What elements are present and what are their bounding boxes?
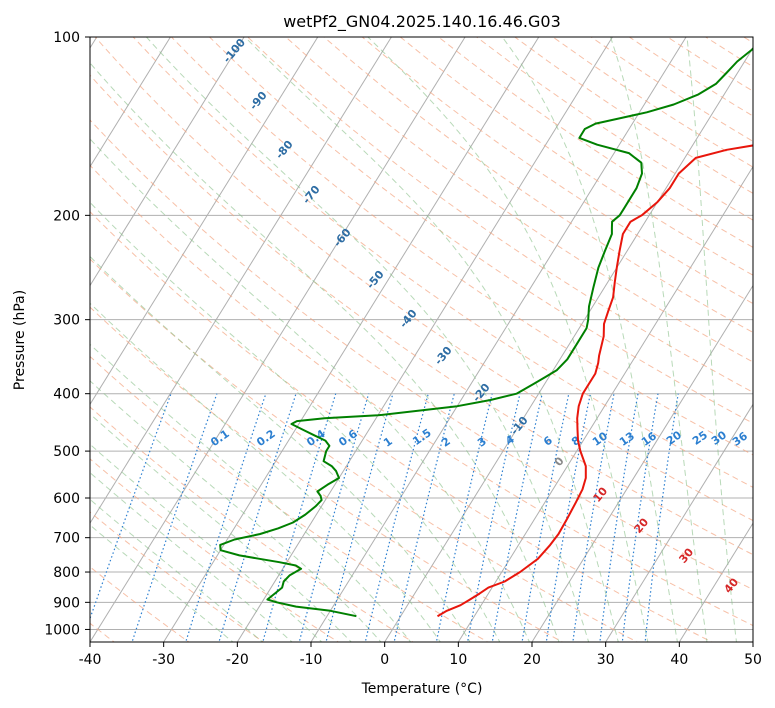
isotherm-line (90, 37, 393, 525)
chart-title: wetPf2_GN04.2025.140.16.46.G03 (283, 12, 561, 32)
plot-area: 0.1 0.2 0.4 0.6 1 1.5 2 3 4 6 8 10 13 16 20 25 30 36-100-… (90, 37, 753, 642)
plot-frame (89, 36, 754, 643)
dry-adiabat-line (90, 306, 564, 642)
moist-adiabat-line (686, 37, 738, 642)
moist-adiabat-line (90, 201, 501, 642)
x-tick-label: 0 (380, 652, 389, 668)
mixing-ratio-line (435, 393, 493, 642)
x-tick-label: 10 (449, 652, 467, 668)
isotherm-line (531, 284, 753, 642)
dry-adiabat-line (90, 566, 190, 642)
isotherm-line (163, 37, 540, 642)
y-tick-label: 600 (53, 491, 80, 507)
moist-adiabat-line (367, 37, 649, 642)
skewed-isotherms (90, 37, 753, 642)
dry-adiabat-line (90, 258, 639, 642)
y-tick-label: 800 (53, 565, 80, 581)
moist-adiabat-line (90, 343, 412, 642)
x-tick-label: -30 (152, 652, 175, 668)
dry-adiabat-line (90, 458, 340, 642)
x-axis: -40 -30 -20 -10 0 10 20 30 40 50 (79, 642, 762, 668)
mixing-ratio-lines (90, 393, 679, 642)
moist-adiabat-line (90, 302, 442, 642)
mixing-ratio-line (491, 393, 543, 642)
y-tick-label: 900 (53, 595, 80, 611)
isotherm-line (605, 403, 753, 642)
dry-adiabat-line (90, 355, 489, 642)
x-tick-label: 20 (523, 652, 541, 668)
isotherm-line (678, 522, 753, 642)
dry-adiabat-line (90, 119, 753, 591)
y-tick-label: 400 (53, 387, 80, 403)
dry-adiabat-line (90, 211, 713, 642)
mixing-ratio-line (572, 393, 615, 642)
temperature-profile-line (436, 144, 753, 618)
mixing-ratio-line (262, 393, 337, 642)
mixing-ratio-line (185, 393, 267, 642)
moist-adiabat-line (501, 37, 678, 642)
dry-adiabat-line (209, 37, 753, 424)
isotherm-line (236, 37, 614, 642)
mixing-ratio-line (131, 393, 218, 642)
dewpoint-profile-line (219, 47, 753, 618)
x-tick-label: -20 (226, 652, 249, 668)
mixing-ratio-line (545, 393, 591, 642)
moist-adiabat-line (90, 413, 353, 642)
y-tick-label: 300 (53, 313, 80, 329)
x-axis-title: Temperature (°C) (361, 681, 483, 697)
moist-adiabat-line (244, 37, 619, 642)
moist-adiabat-line (610, 37, 708, 642)
dry-adiabat-line (90, 164, 753, 627)
dry-adiabat-line (90, 511, 265, 642)
dry-adiabat-line (90, 406, 414, 642)
isotherm-line (310, 37, 687, 642)
isotherm-line (384, 46, 753, 642)
y-tick-label: 200 (53, 208, 80, 224)
moist-adiabat-line (90, 472, 293, 642)
isotherm-line (90, 37, 245, 287)
moist-adiabat-line (146, 37, 590, 642)
y-axis: 100 200 300 400 500 600 700 800 900 1000 (44, 30, 90, 638)
mixing-ratio-line (599, 393, 639, 642)
y-axis-title: Pressure (hPa) (12, 290, 28, 390)
mixing-ratio-line (218, 393, 297, 642)
x-tick-label: 40 (670, 652, 688, 668)
moist-adiabat-line (90, 255, 471, 642)
y-tick-label: 500 (53, 444, 80, 460)
moist-adiabat-line (90, 498, 264, 642)
y-tick-label: 700 (53, 531, 80, 547)
y-tick-label: 1000 (44, 622, 80, 638)
x-tick-label: 50 (744, 652, 762, 668)
dry-adiabat-line (361, 37, 753, 305)
dry-adiabat-line (247, 37, 753, 393)
mixing-ratio-line (466, 393, 521, 642)
isotherm-line (457, 165, 753, 642)
mixing-ratio-line (364, 393, 429, 642)
x-tick-label: 30 (597, 652, 615, 668)
x-tick-label: -10 (300, 652, 323, 668)
isotherm-line (90, 37, 319, 406)
isotherm-line (90, 37, 466, 642)
mixing-ratio-line (621, 393, 659, 642)
mixing-ratio-line (393, 393, 455, 642)
dry-adiabat-line (94, 37, 753, 522)
moist-adiabat-line (90, 62, 560, 642)
sounding-profiles (219, 47, 753, 618)
isotherm-line (90, 37, 172, 168)
mixing-ratio-line (644, 393, 679, 642)
y-tick-label: 100 (53, 30, 80, 46)
mixing-ratio-line (325, 393, 394, 642)
mixing-ratio-line (521, 393, 570, 642)
x-tick-label: -40 (79, 652, 102, 668)
mixing-ratio-line (298, 393, 370, 642)
